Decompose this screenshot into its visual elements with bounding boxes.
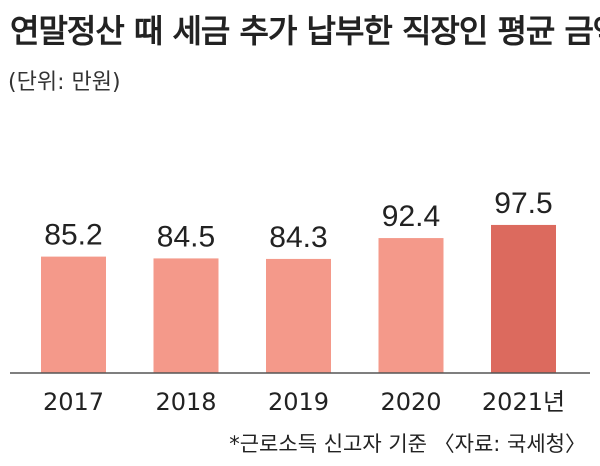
bar-value-label: 92.4 — [382, 200, 440, 233]
x-tick-label: 2021년 — [482, 388, 565, 416]
bar-2021 — [491, 224, 556, 373]
x-tick-label: 2018 — [155, 388, 216, 416]
bar-2020 — [378, 238, 444, 373]
bar-2017 — [41, 256, 106, 373]
bar-value-label: 84.5 — [157, 220, 215, 253]
x-tick-label: 2017 — [43, 388, 104, 416]
bar-2018 — [153, 258, 219, 373]
unit-note: (단위: 만원) — [8, 70, 121, 95]
bar-value-label: 97.5 — [494, 187, 552, 220]
source-note: *근로소득 신고자 기준 〈자료: 국세청〉 — [229, 432, 586, 456]
x-tick-label: 2020 — [380, 388, 441, 416]
bar-value-label: 85.2 — [44, 219, 102, 252]
bar-value-label: 84.3 — [269, 221, 327, 254]
bar-2019 — [266, 258, 331, 373]
chart-title: 연말정산 때 세금 추가 납부한 직장인 평균 금액 — [10, 12, 600, 50]
x-tick-label: 2019 — [268, 388, 329, 416]
